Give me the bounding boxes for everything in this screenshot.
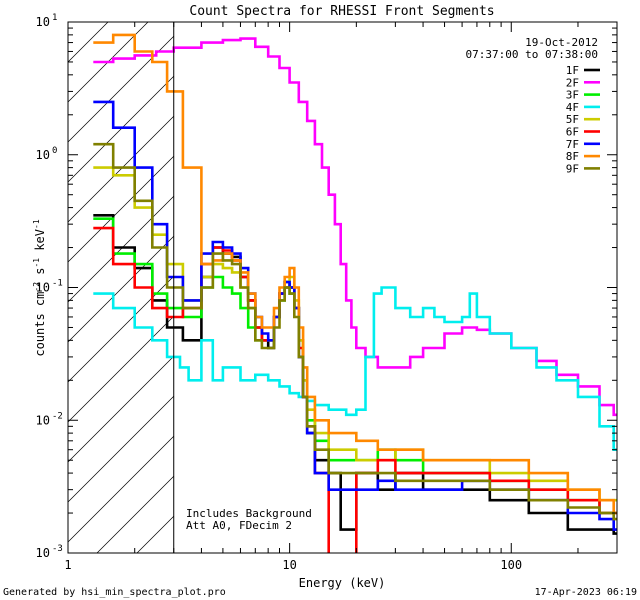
- y-tick-exponent: 1: [52, 13, 57, 23]
- y-tick-exponent: -2: [52, 411, 63, 421]
- time-range-label: 07:37:00 to 07:38:00: [466, 48, 598, 61]
- chart-title: Count Spectra for RHESSI Front Segments: [189, 4, 494, 19]
- series-line-9F: [93, 142, 617, 521]
- y-axis-label: counts cm-2 s-1 keV-1: [32, 219, 47, 356]
- legend-label-5F: 5F: [566, 113, 579, 126]
- y-tick-label: 10: [36, 546, 50, 560]
- series-line-4F: [93, 286, 617, 451]
- hatch-line: [68, 35, 174, 143]
- hatch-line: [617, 22, 640, 553]
- y-tick-label: 10: [36, 148, 50, 162]
- hatch-line: [68, 435, 174, 543]
- legend-label-7F: 7F: [566, 138, 579, 151]
- x-axis-label: Energy (keV): [299, 576, 386, 590]
- series-line-2F: [93, 37, 617, 417]
- hatch-line: [68, 395, 174, 503]
- note-background: Includes Background: [186, 507, 312, 520]
- y-tick-exponent: 0: [52, 146, 57, 156]
- y-tick-label: 10: [36, 413, 50, 427]
- y-tick-exponent: -1: [52, 279, 63, 289]
- legend-label-8F: 8F: [566, 150, 579, 163]
- x-tick-label: 10: [282, 558, 296, 572]
- y-tick-label: 10: [36, 281, 50, 295]
- note-attenuator: Att A0, FDecim 2: [186, 519, 292, 532]
- legend-label-9F: 9F: [566, 162, 579, 175]
- y-tick-exponent: -3: [52, 544, 63, 554]
- x-tick-label: 1: [64, 558, 71, 572]
- footer-generated-by: Generated by hsi_min_spectra_plot.pro: [3, 587, 226, 598]
- hatch-line: [68, 275, 174, 383]
- date-label: 19-Oct-2012: [525, 36, 598, 49]
- attenuator-hatch-region: [68, 22, 640, 553]
- series-line-8F: [93, 33, 617, 515]
- footer-timestamp: 17-Apr-2023 06:19: [535, 587, 637, 598]
- y-tick-label: 10: [36, 15, 50, 29]
- legend-label-4F: 4F: [566, 101, 579, 114]
- legend-label-1F: 1F: [566, 64, 579, 77]
- legend-label-2F: 2F: [566, 76, 579, 89]
- hatch-line: [68, 195, 174, 303]
- legend-label-3F: 3F: [566, 89, 579, 102]
- hatch-line: [68, 235, 174, 343]
- hatch-line: [68, 75, 174, 183]
- legend-label-6F: 6F: [566, 126, 579, 139]
- x-tick-label: 100: [500, 558, 522, 572]
- series-layer: [93, 33, 617, 553]
